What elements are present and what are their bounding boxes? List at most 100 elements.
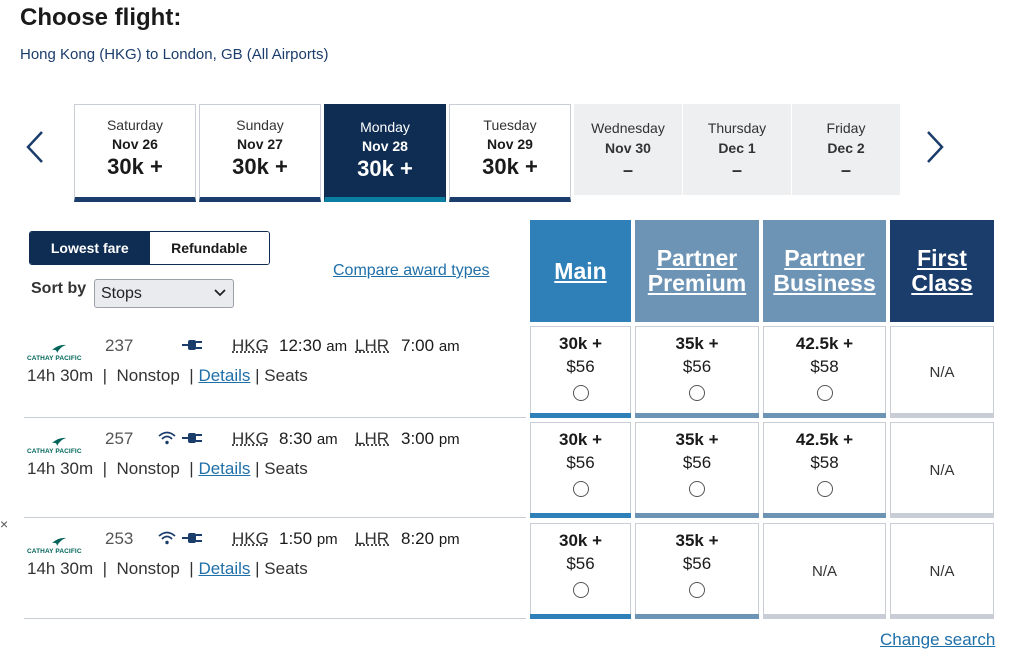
date-date: Nov 28 — [362, 138, 408, 154]
date-price: 30k + — [232, 154, 288, 179]
date-date: Nov 26 — [112, 136, 158, 152]
duration: 14h 30m — [27, 559, 94, 578]
fare-radio[interactable] — [689, 481, 705, 497]
fare-type-toggle: Lowest fare Refundable — [29, 231, 270, 265]
row-divider — [24, 517, 526, 518]
column-header-line1: Partner — [784, 245, 865, 271]
arrival-time: 8:20 pm — [401, 529, 460, 548]
date-date: Nov 29 — [487, 136, 533, 152]
lowest-fare-button[interactable]: Lowest fare — [30, 232, 150, 264]
stops: Nonstop — [116, 366, 180, 385]
flight-number: 257 — [105, 429, 134, 448]
stops: Nonstop — [116, 559, 180, 578]
fare-cell-main[interactable]: 30k + $56 — [530, 422, 631, 518]
date-date: Dec 1 — [718, 140, 756, 156]
chevron-left-icon — [26, 131, 43, 163]
date-tab-tue[interactable]: Tuesday Nov 29 30k + — [449, 104, 571, 202]
date-price: – — [731, 160, 742, 180]
route-subtitle: Hong Kong (HKG) to London, GB (All Airpo… — [20, 46, 329, 63]
sort-label: Sort by — [31, 280, 87, 297]
flight-summary: 14h 30m | Nonstop | Details | Seats — [27, 366, 308, 385]
cathay-brushwing-icon — [52, 437, 66, 446]
date-price: – — [622, 160, 633, 180]
arrival-airport[interactable]: LHR — [355, 336, 390, 355]
page-title: Choose flight: — [20, 4, 182, 31]
cathay-brushwing-icon — [52, 537, 66, 546]
fare-cell-partner-business[interactable]: 42.5k + $58 — [763, 326, 886, 418]
fare-cell-partner-business[interactable]: 42.5k + $58 — [763, 422, 886, 518]
previous-dates-button[interactable] — [18, 125, 52, 169]
fare-cell-partner-premium[interactable]: 35k + $56 — [635, 523, 759, 619]
fare-radio[interactable] — [572, 481, 589, 497]
next-dates-button[interactable] — [918, 125, 952, 169]
date-tab-mon[interactable]: Monday Nov 28 30k + — [324, 104, 446, 202]
date-dow: Wednesday — [591, 120, 665, 136]
column-header-partner-premium[interactable]: Partner Premium — [635, 220, 759, 322]
column-header-line1: Partner — [656, 245, 738, 271]
row-divider — [24, 618, 526, 619]
row-divider — [24, 417, 526, 418]
departure-airport[interactable]: HKG — [232, 529, 269, 548]
fare-radio[interactable] — [689, 385, 705, 401]
departure-time: 1:50 pm — [279, 529, 338, 548]
date-dow: Sunday — [236, 117, 284, 133]
refundable-button[interactable]: Refundable — [149, 232, 269, 264]
column-header-main[interactable]: Main — [530, 220, 631, 322]
departure-time: 12:30 am — [279, 336, 348, 355]
date-price: – — [840, 160, 851, 180]
sort-select[interactable]: Stops — [94, 279, 234, 308]
fare-cell-partner-premium[interactable]: 35k + $56 — [635, 326, 759, 418]
wifi-icon — [158, 431, 176, 445]
details-link[interactable]: Details — [198, 459, 251, 478]
date-dow: Saturday — [106, 117, 164, 133]
column-header-first-class[interactable]: First Class — [890, 220, 994, 322]
arrival-time: 7:00 am — [401, 336, 460, 355]
sort-value: Stops — [101, 285, 142, 302]
compare-award-types-link[interactable]: Compare award types — [333, 262, 490, 279]
date-tab-sat[interactable]: Saturday Nov 26 30k + — [74, 104, 196, 202]
fare-radio[interactable] — [816, 385, 833, 401]
power-icon — [182, 433, 202, 443]
seats-link[interactable]: Seats — [264, 559, 308, 578]
departure-airport[interactable]: HKG — [232, 336, 269, 355]
details-link[interactable]: Details — [198, 366, 251, 385]
fare-radio[interactable] — [572, 582, 589, 598]
fare-cell-first-na: N/A — [890, 422, 994, 518]
arrival-airport[interactable]: LHR — [355, 529, 390, 548]
chevron-down-icon — [214, 289, 226, 297]
flight-summary: 14h 30m | Nonstop | Details | Seats — [27, 459, 308, 478]
column-header-partner-business[interactable]: Partner Business — [763, 220, 886, 322]
arrival-airport[interactable]: LHR — [355, 429, 390, 448]
close-icon[interactable]: × — [0, 516, 9, 532]
fare-cell-main[interactable]: 30k + $56 — [530, 523, 631, 619]
departure-airport[interactable]: HKG — [232, 429, 269, 448]
seats-link[interactable]: Seats — [264, 366, 308, 385]
fare-radio[interactable] — [689, 582, 705, 598]
date-price: 30k + — [107, 154, 163, 179]
date-tab-thu[interactable]: Thursday Dec 1 – — [683, 104, 791, 195]
date-dow: Thursday — [707, 120, 767, 136]
date-price: 30k + — [482, 154, 538, 179]
fare-cell-main[interactable]: 30k + $56 — [530, 326, 631, 418]
flight-row: CATHAY PACIFIC 253 HKG 1:50 pm LHR 8:20 … — [24, 519, 526, 615]
date-date: Nov 27 — [237, 136, 283, 152]
details-link[interactable]: Details — [198, 559, 251, 578]
fare-radio[interactable] — [572, 385, 589, 401]
fare-cell-partner-business-na: N/A — [763, 523, 886, 619]
fare-cell-partner-premium[interactable]: 35k + $56 — [635, 422, 759, 518]
flight-number: 253 — [105, 529, 134, 548]
date-tab-sun[interactable]: Sunday Nov 27 30k + — [199, 104, 321, 202]
column-header-line1: First — [917, 245, 967, 271]
column-header-line2: Premium — [647, 270, 747, 296]
seats-link[interactable]: Seats — [264, 459, 308, 478]
date-tab-wed[interactable]: Wednesday Nov 30 – — [574, 104, 682, 195]
date-dow: Tuesday — [483, 117, 537, 133]
duration: 14h 30m — [27, 366, 94, 385]
fare-radio[interactable] — [816, 481, 833, 497]
change-search-link[interactable]: Change search — [880, 630, 996, 649]
date-price: 30k + — [357, 156, 413, 181]
date-tab-fri[interactable]: Friday Dec 2 – — [792, 104, 900, 195]
flight-summary: 14h 30m | Nonstop | Details | Seats — [27, 559, 308, 578]
fare-cell-first-na: N/A — [890, 523, 994, 619]
date-carousel: Saturday Nov 26 30k + Sunday Nov 27 30k … — [74, 104, 901, 202]
